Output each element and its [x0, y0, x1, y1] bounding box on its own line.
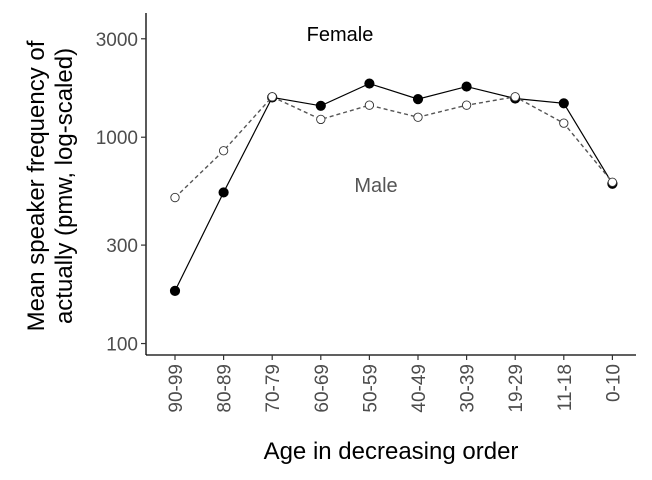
y-axis-title: Mean speaker frequency of actually (pmw,…: [23, 40, 78, 331]
x-tick-label: 19-29: [506, 364, 527, 413]
x-tick-label: 40-49: [409, 364, 430, 413]
series-line-male: [174, 95, 613, 199]
data-point-female: [218, 187, 229, 198]
y-tick-label: 100: [106, 335, 138, 356]
data-point-male: [267, 92, 277, 102]
data-point-male: [607, 177, 618, 187]
data-point-male: [413, 112, 423, 122]
data-point-female: [461, 81, 472, 92]
data-point-female: [558, 98, 569, 109]
x-tick-label: 30-39: [458, 364, 479, 413]
series-labels: Female Male: [307, 24, 398, 197]
data-point-female: [315, 100, 326, 111]
data-point-male: [510, 92, 520, 102]
data-point-male: [461, 100, 472, 110]
data-point-female: [364, 78, 375, 89]
series-label-female: Female: [307, 24, 374, 46]
x-tick-label: 70-79: [263, 364, 284, 413]
x-tick-label: 90-99: [166, 364, 187, 413]
y-tick-label: 300: [106, 236, 138, 257]
data-point-female: [412, 94, 424, 105]
series-layer: [169, 78, 618, 296]
x-tick-label: 80-89: [215, 364, 236, 413]
y-tick-label: 3000: [96, 30, 138, 51]
axes: [145, 13, 636, 356]
x-ticks: 90-99 80-89 70-79 60-69 50-59 40-49 30-39 19-29…: [166, 355, 624, 413]
data-point-male: [316, 114, 326, 125]
y-tick-label: 1000: [96, 128, 138, 149]
y-axis-title-line-2: actually (pmw, log-scaled): [51, 48, 78, 324]
series-label-male: Male: [354, 175, 397, 197]
y-axis-title-line-1: Mean speaker frequency of: [23, 40, 50, 331]
series-line-female: [174, 82, 613, 292]
data-point-male: [218, 146, 229, 156]
x-tick-label: 50-59: [360, 364, 381, 413]
data-point-female: [169, 285, 181, 296]
data-point-male: [364, 100, 375, 110]
data-point-male: [170, 192, 180, 203]
x-tick-label: 0-10: [603, 364, 624, 402]
y-ticks: 100 300 1000 3000: [96, 30, 146, 356]
x-tick-label: 60-69: [312, 364, 333, 413]
data-point-male: [559, 118, 569, 128]
series-male: [170, 92, 618, 203]
x-axis-title: Age in decreasing order: [264, 438, 519, 465]
x-tick-label: 11-18: [555, 364, 576, 411]
